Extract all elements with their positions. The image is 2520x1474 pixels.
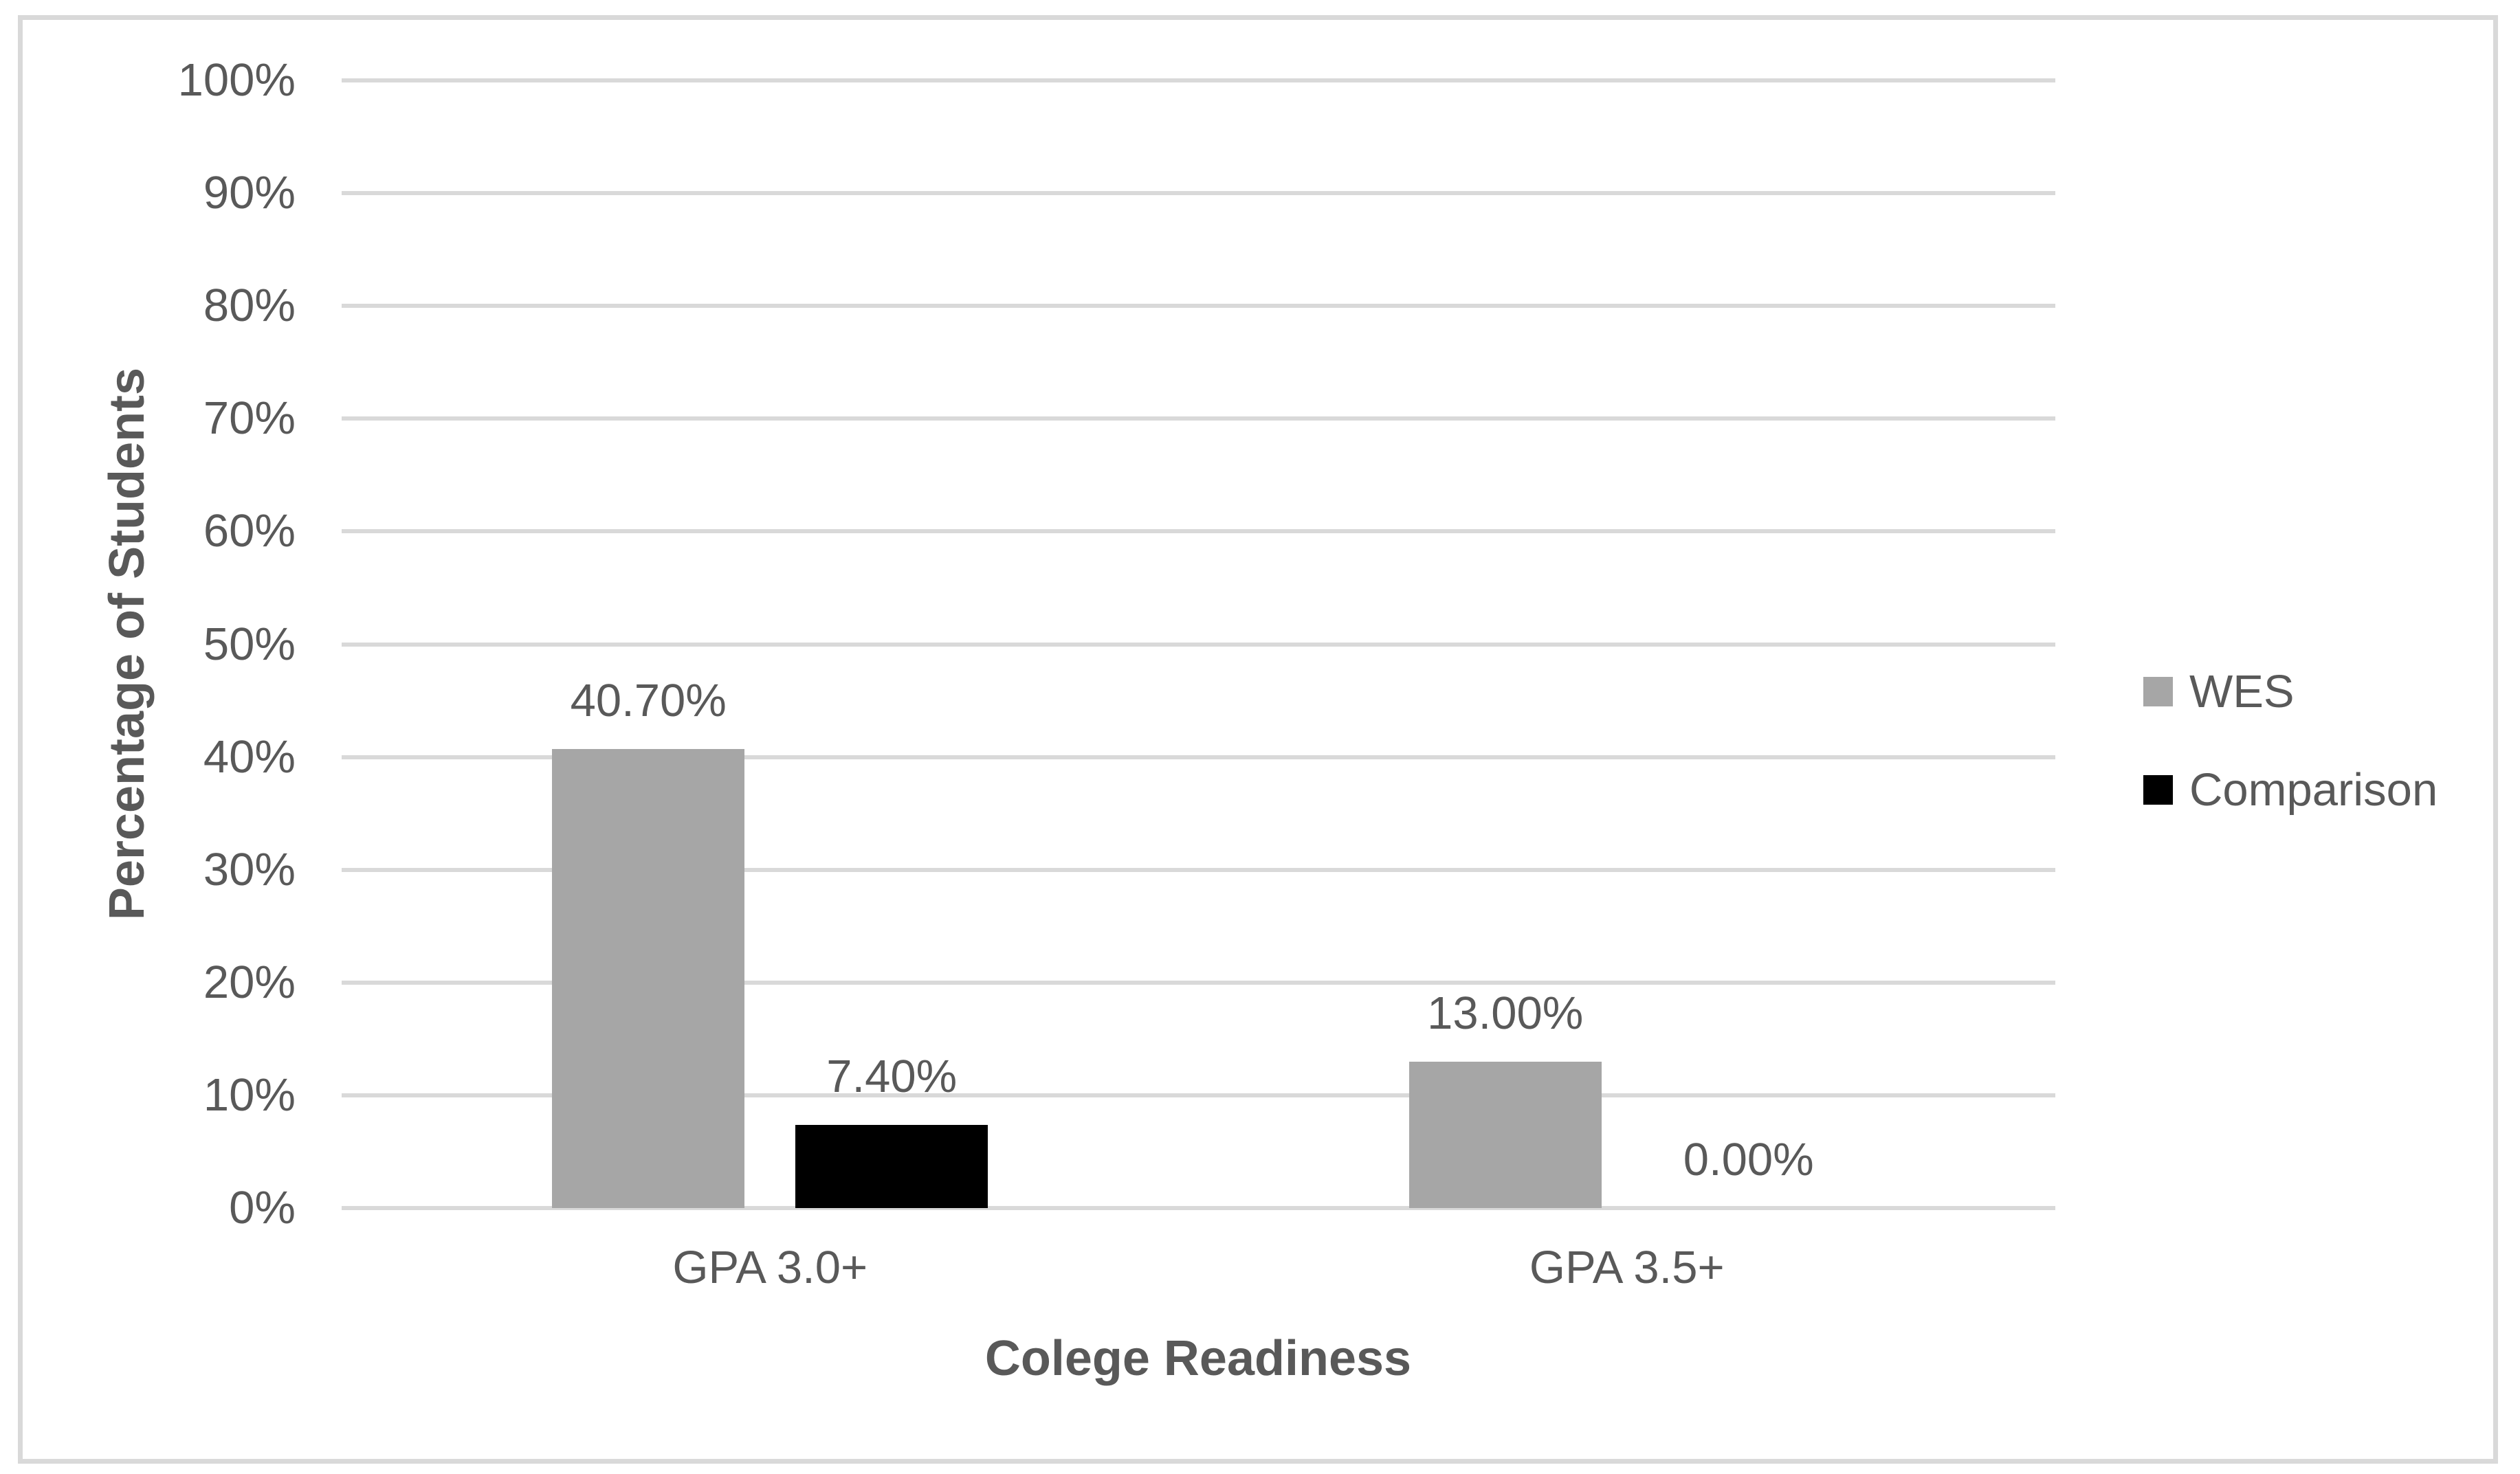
y-tick-label-0%: 0% [229,1182,296,1233]
legend-swatch-wes-icon [2143,676,2173,706]
y-tick-label-50%: 50% [203,618,296,670]
y-axis-title: Percentage of Students [100,367,155,921]
legend-swatch-comparison-icon [2143,774,2173,805]
category-label-gpa-3.5+: GPA 3.5+ [1529,1242,1725,1293]
gridline-20% [342,980,2055,985]
category-label-gpa-3.0+: GPA 3.0+ [672,1242,868,1293]
gridline-90% [342,191,2055,196]
legend-item-wes: WES [2143,665,2295,717]
gridline-0% [342,1206,2055,1210]
legend-label-comparison: Comparison [2189,763,2438,816]
bar-wes-gpa-3.0+ [552,749,745,1208]
y-tick-label-70%: 70% [203,392,296,445]
legend-item-comparison: Comparison [2143,763,2438,816]
gridline-70% [342,416,2055,421]
gridline-50% [342,642,2055,647]
bar-value-label-wes-gpa-3.0+: 40.70% [570,675,727,727]
gridline-80% [342,304,2055,309]
bar-wes-gpa-3.5+ [1408,1061,1602,1208]
y-tick-label-30%: 30% [203,843,296,895]
y-tick-label-80%: 80% [203,280,296,332]
y-tick-label-40%: 40% [203,730,296,783]
chart-border-frame [18,15,2498,1464]
bar-value-label-comparison-gpa-3.5+: 0.00% [1683,1134,1814,1185]
gridline-10% [342,1093,2055,1097]
bar-value-label-comparison-gpa-3.0+: 7.40% [826,1050,958,1102]
y-tick-label-90%: 90% [203,167,296,219]
y-tick-label-20%: 20% [203,956,296,1008]
y-tick-label-60%: 60% [203,505,296,557]
y-tick-label-100%: 100% [177,54,296,106]
y-tick-label-10%: 10% [203,1069,296,1121]
legend-label-wes: WES [2189,665,2295,717]
bar-comparison-gpa-3.0+ [795,1124,988,1208]
gridline-30% [342,867,2055,872]
gridline-100% [342,78,2055,82]
gridline-40% [342,755,2055,759]
bar-value-label-wes-gpa-3.5+: 13.00% [1427,987,1584,1039]
gridline-60% [342,529,2055,534]
x-axis-title: Colege Readiness [984,1331,1412,1386]
